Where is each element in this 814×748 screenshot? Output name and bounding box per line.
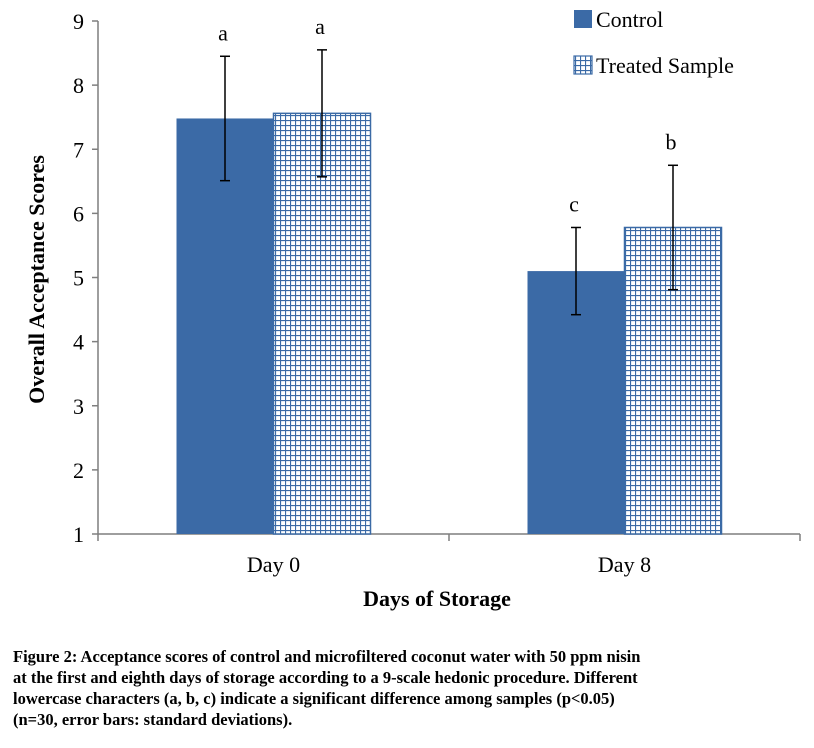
legend-swatch-treated-sample xyxy=(573,55,593,75)
y-tick-label: 5 xyxy=(73,266,84,291)
y-tick-label: 9 xyxy=(73,9,84,34)
x-tick-label: Day 8 xyxy=(598,552,651,577)
y-tick-label: 4 xyxy=(73,330,84,355)
y-tick-label: 2 xyxy=(73,458,84,483)
bar-control xyxy=(176,118,274,534)
figure-caption: Figure 2: Acceptance scores of control a… xyxy=(13,646,803,730)
caption-line: (n=30, error bars: standard deviations). xyxy=(13,710,293,729)
significance-label: a xyxy=(315,14,325,39)
significance-label: c xyxy=(569,191,579,216)
y-tick-label: 7 xyxy=(73,137,84,162)
y-tick-label: 8 xyxy=(73,73,84,98)
y-tick-label: 1 xyxy=(73,522,84,547)
bar-chart: 1 2 3 4 5 6 7 8 9 Day 0 a a Day 8 c b Overall Acceptan… xyxy=(24,7,801,611)
caption-line: at the first and eighth days of storage … xyxy=(13,668,638,687)
legend-label: Control xyxy=(596,7,663,32)
legend-swatch-control xyxy=(574,10,592,28)
y-tick-label: 3 xyxy=(73,394,84,419)
x-tick-label: Day 0 xyxy=(247,552,300,577)
legend-label: Treated Sample xyxy=(596,53,734,78)
y-axis-title: Overall Acceptance Scores xyxy=(24,155,49,404)
significance-label: a xyxy=(218,20,228,45)
caption-line: Figure 2: Acceptance scores of control a… xyxy=(13,647,641,666)
significance-label: b xyxy=(666,129,677,154)
y-tick-label: 6 xyxy=(73,201,84,226)
chart-canvas: 1 2 3 4 5 6 7 8 9 Day 0 a a Day 8 c b Overall Acceptan… xyxy=(24,7,801,611)
bar-treated-sample xyxy=(272,112,372,535)
x-axis-title: Days of Storage xyxy=(363,586,511,611)
caption-line: lowercase characters (a, b, c) indicate … xyxy=(13,689,615,708)
